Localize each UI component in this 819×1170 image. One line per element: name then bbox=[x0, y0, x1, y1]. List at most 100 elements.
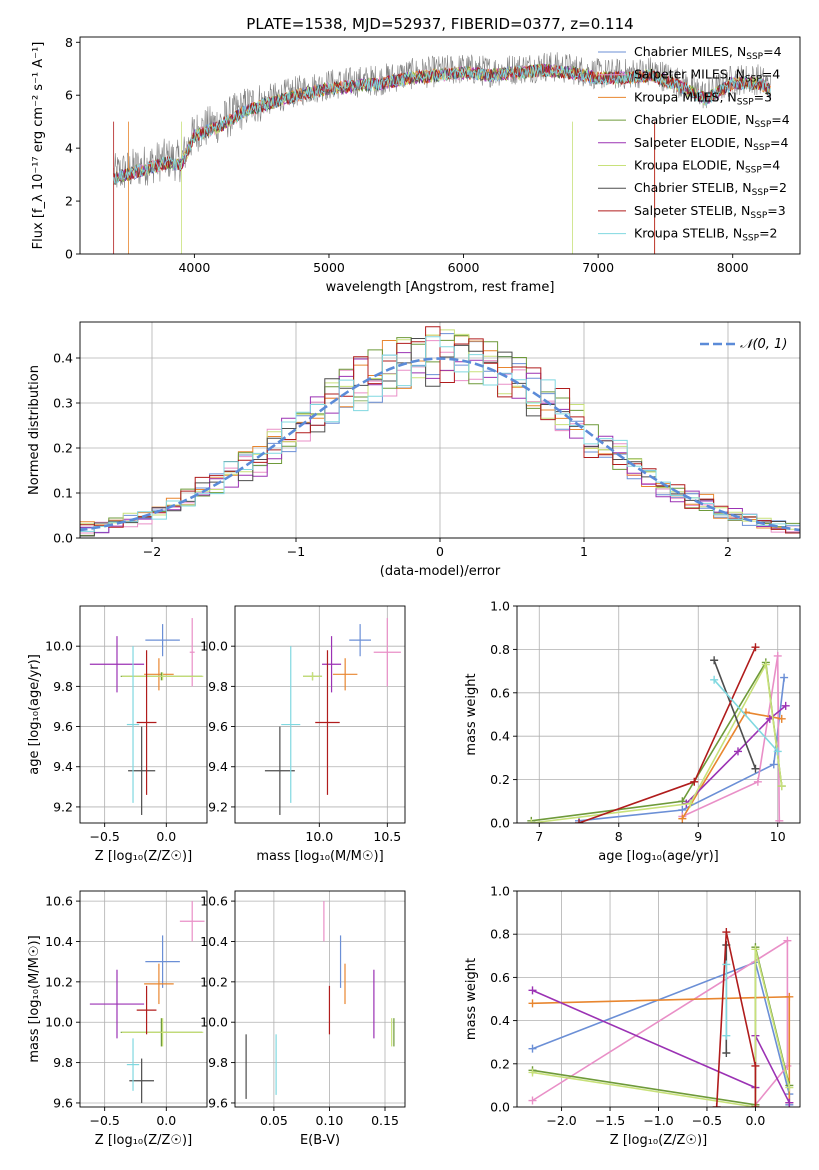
x-tick-label: −1.5 bbox=[595, 1113, 625, 1128]
y-axis-label: age [log₁₀(age/yr)] bbox=[27, 654, 42, 775]
legend-label: Kroupa ELODIE, NSSP=4 bbox=[634, 158, 780, 176]
y-axis-label: mass weight bbox=[464, 958, 479, 1040]
legend-label: Kroupa STELIB, NSSP=2 bbox=[634, 226, 778, 244]
axes-frame: 10.0 10.5 9.2 9.4 9.6 9.8 10.0 mass [log₁₀(M/M☉… bbox=[200, 605, 406, 864]
mass-weight-marker bbox=[528, 1068, 537, 1077]
axes-frame: 4000 5000 6000 7000 8000 0 2 4 6 8 wavelength [Ang… bbox=[31, 35, 801, 295]
mass-weight-line bbox=[713, 660, 757, 770]
mass-vs-metallicity-panel: −0.5 0.0 9.6 9.8 10.0 10.2 10.4 10.6 Z [log₁₀(Z/… bbox=[27, 890, 208, 1148]
mass-weight-marker bbox=[722, 1049, 731, 1057]
mass-weight-line bbox=[531, 662, 783, 823]
mass-weight-marker bbox=[722, 960, 731, 969]
mass-weight-line bbox=[532, 947, 791, 1106]
y-tick-label: 9.6 bbox=[208, 1095, 228, 1110]
mass-weight-marker bbox=[785, 1083, 794, 1092]
y-tick-label: 9.8 bbox=[53, 1055, 73, 1070]
mass-weight-marker bbox=[781, 701, 790, 710]
plot-area bbox=[245, 901, 395, 1099]
mass-weight-line bbox=[532, 939, 789, 1106]
age-vs-mass-panel: 10.0 10.5 9.2 9.4 9.6 9.8 10.0 mass [log₁₀(M/M☉… bbox=[200, 605, 406, 864]
x-tick-label: 0.15 bbox=[371, 1113, 399, 1128]
x-tick-label: 5000 bbox=[313, 260, 345, 275]
x-tick-label: 2 bbox=[724, 544, 732, 559]
normal-curve bbox=[80, 357, 800, 532]
mass-weight-marker bbox=[780, 673, 789, 682]
y-tick-label: 0.8 bbox=[490, 927, 510, 942]
mass-weight-marker bbox=[773, 651, 782, 660]
y-tick-label: 0 bbox=[65, 247, 73, 262]
y-tick-label: 9.4 bbox=[208, 759, 228, 774]
mass-weight-marker bbox=[751, 945, 760, 954]
mass-weight-marker bbox=[751, 643, 760, 652]
y-axis-label: Normed distribution bbox=[27, 365, 42, 495]
plot-area bbox=[89, 901, 205, 1103]
mass-weight-marker bbox=[773, 747, 782, 756]
mass-weight-marker bbox=[785, 992, 794, 1001]
x-tick-label: 6000 bbox=[448, 260, 480, 275]
mass-weight-marker bbox=[751, 764, 760, 773]
mass-weight-marker bbox=[710, 656, 719, 665]
y-tick-label: 1.0 bbox=[490, 599, 510, 614]
x-tick-label: 4000 bbox=[178, 260, 210, 275]
x-tick-label: 0.0 bbox=[156, 1113, 176, 1128]
mass-weight-line bbox=[713, 679, 779, 752]
y-tick-label: 6 bbox=[65, 88, 73, 103]
mass-weight-marker bbox=[733, 747, 742, 756]
y-tick-label: 0.4 bbox=[490, 729, 510, 744]
x-axis-label: Z [log₁₀(Z/Z☉)] bbox=[610, 1133, 707, 1148]
x-tick-label: 10.0 bbox=[305, 829, 333, 844]
x-tick-label: −1 bbox=[287, 544, 305, 559]
x-tick-label: 10.5 bbox=[373, 829, 401, 844]
y-tick-label: 0.0 bbox=[490, 1100, 510, 1115]
model-spectrum bbox=[113, 64, 771, 184]
x-tick-label: 7 bbox=[535, 829, 543, 844]
mass-weight-marker bbox=[761, 660, 770, 669]
y-tick-label: 4 bbox=[65, 141, 73, 156]
mass-weight-marker bbox=[686, 799, 695, 808]
mass-weight-marker bbox=[722, 1031, 731, 1040]
y-tick-label: 0.6 bbox=[490, 970, 510, 985]
x-tick-label: 0.05 bbox=[260, 1113, 288, 1128]
mass-weight-marker bbox=[785, 1098, 794, 1107]
y-tick-label: 0.3 bbox=[53, 396, 73, 411]
mass-weight-marker bbox=[678, 814, 687, 823]
y-tick-label: 9.8 bbox=[53, 679, 73, 694]
axes-frame: 7 8 9 10 0.0 0.2 0.4 0.6 0.8 1.0 age [log₁₀(age/yr… bbox=[464, 599, 801, 864]
y-tick-label: 10.0 bbox=[45, 1015, 73, 1030]
x-axis-label: (data-model)/error bbox=[380, 564, 501, 579]
plot-area bbox=[80, 326, 800, 538]
mass-weight-marker bbox=[775, 816, 784, 823]
legend-label: 𝒩(0, 1) bbox=[740, 337, 787, 352]
legend-label: Chabrier MILES, NSSP=4 bbox=[634, 44, 782, 62]
x-tick-label: −1.0 bbox=[643, 1113, 673, 1128]
y-axis-label: mass weight bbox=[464, 673, 479, 755]
x-tick-label: 0.10 bbox=[316, 1113, 344, 1128]
x-tick-label: −0.5 bbox=[89, 1113, 119, 1128]
y-tick-label: 10.6 bbox=[200, 894, 228, 909]
legend-label: Salpeter ELODIE, NSSP=4 bbox=[634, 135, 789, 153]
mass-weight-vs-age-panel: 7 8 9 10 0.0 0.2 0.4 0.6 0.8 1.0 age [log₁₀(age/yr… bbox=[464, 599, 801, 864]
y-axis-label: mass [log₁₀(M/M☉)] bbox=[27, 935, 42, 1062]
mass-weight-line bbox=[532, 995, 791, 1103]
x-axis-label: mass [log₁₀(M/M☉)] bbox=[256, 849, 383, 864]
y-tick-label: 0.2 bbox=[53, 441, 73, 456]
mass-weight-marker bbox=[753, 777, 762, 786]
y-tick-label: 9.2 bbox=[53, 799, 73, 814]
x-tick-label: 10 bbox=[770, 829, 786, 844]
y-tick-label: 10.4 bbox=[200, 934, 228, 949]
x-tick-label: 9 bbox=[694, 829, 702, 844]
mass-vs-extinction-panel: 0.05 0.10 0.15 9.6 9.8 10.0 10.2 10.4 10.6 E(B-V) bbox=[200, 890, 406, 1148]
mass-weight-marker bbox=[751, 1061, 760, 1070]
mass-weight-marker bbox=[722, 928, 731, 937]
x-tick-label: 0.0 bbox=[745, 1113, 765, 1128]
x-tick-label: −0.5 bbox=[89, 829, 119, 844]
mass-weight-marker bbox=[751, 1103, 760, 1107]
mass-weight-marker bbox=[783, 936, 792, 945]
plot-area bbox=[527, 643, 790, 823]
y-tick-label: 0.8 bbox=[490, 642, 510, 657]
mass-weight-line bbox=[532, 961, 791, 1105]
y-tick-label: 10.0 bbox=[45, 639, 73, 654]
y-tick-label: 10.6 bbox=[45, 894, 73, 909]
plot-area bbox=[264, 618, 401, 815]
